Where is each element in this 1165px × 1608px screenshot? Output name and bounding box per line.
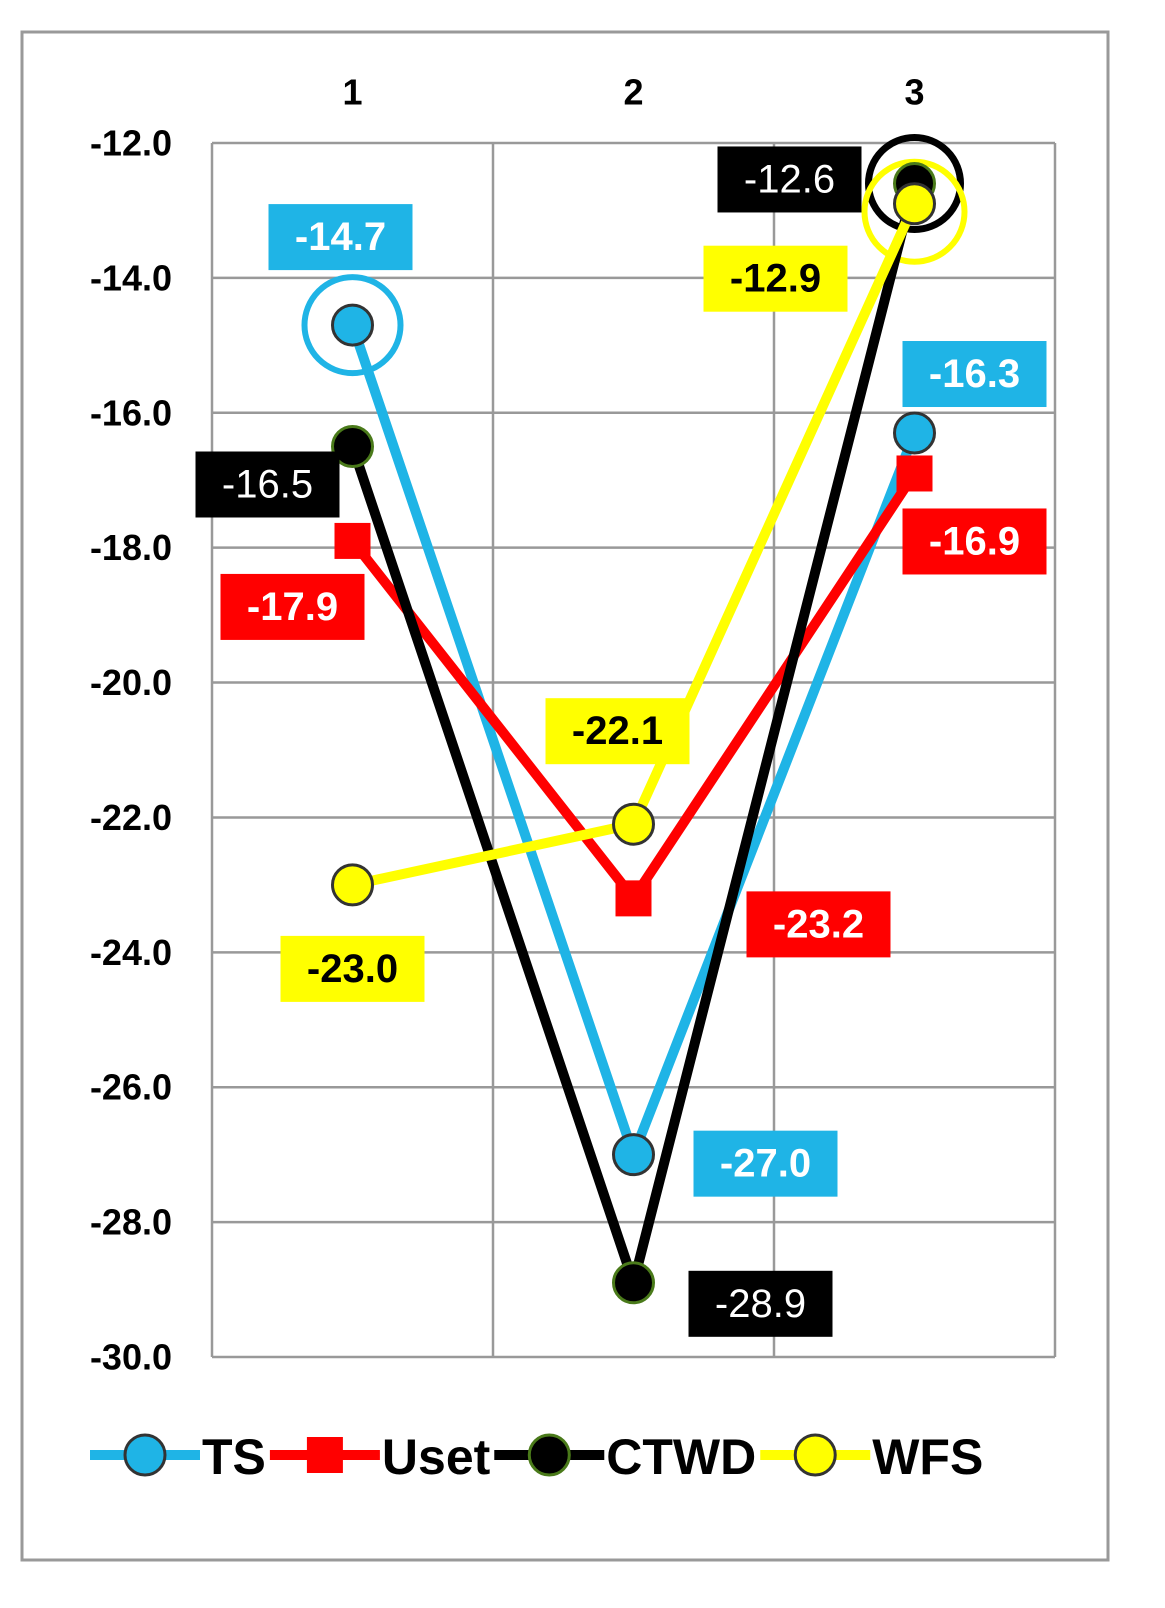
data-label: -27.0	[720, 1142, 811, 1186]
marker	[793, 1433, 837, 1477]
data-label: -16.5	[222, 463, 313, 507]
y-tick-label: -18.0	[90, 527, 172, 568]
data-label: -22.1	[572, 709, 663, 753]
data-label: -16.3	[929, 352, 1020, 396]
data-label-box	[220, 573, 365, 640]
data-label-box	[746, 891, 891, 958]
data-label: -14.7	[295, 215, 386, 259]
y-tick-label: -28.0	[90, 1202, 172, 1243]
chart-border	[20, 30, 1110, 1562]
y-tick-label: -22.0	[90, 797, 172, 838]
data-label: -28.9	[715, 1282, 806, 1326]
marker	[331, 863, 374, 907]
data-label-box	[902, 508, 1047, 575]
y-tick-label: -24.0	[90, 932, 172, 973]
marker	[331, 303, 374, 347]
data-label: -23.2	[773, 902, 864, 946]
y-tick-label: -14.0	[90, 257, 172, 298]
marker	[334, 522, 371, 559]
marker	[615, 880, 652, 917]
data-label-box	[195, 451, 340, 518]
legend-label: WFS	[872, 1429, 983, 1485]
marker	[893, 411, 936, 455]
legend-label: Uset	[382, 1429, 491, 1485]
data-label: -12.6	[744, 157, 835, 201]
marker	[527, 1433, 571, 1477]
data-label-box	[688, 1270, 833, 1337]
marker	[893, 182, 936, 226]
marker	[896, 455, 933, 492]
data-label-box	[703, 245, 848, 312]
data-label-box	[717, 146, 862, 213]
data-label: -16.9	[929, 519, 1020, 563]
highlight-ring	[865, 133, 964, 233]
highlight-ring	[301, 274, 404, 377]
marker	[612, 1261, 655, 1305]
marker	[612, 1133, 655, 1177]
x-tick-label: 3	[904, 72, 924, 113]
data-label-box	[545, 698, 690, 765]
data-label-box	[693, 1130, 838, 1197]
marker	[612, 802, 655, 846]
legend-label: CTWD	[606, 1429, 756, 1485]
data-label-box	[902, 341, 1047, 408]
marker	[306, 1437, 343, 1473]
y-tick-label: -26.0	[90, 1067, 172, 1108]
y-tick-label: -16.0	[90, 392, 172, 433]
marker	[331, 425, 374, 468]
data-label: -23.0	[307, 947, 398, 991]
data-label: -17.9	[247, 585, 338, 629]
data-label-box	[280, 935, 425, 1002]
x-tick-label: 1	[342, 72, 362, 113]
y-tick-label: -30.0	[90, 1337, 172, 1378]
marker	[123, 1433, 167, 1477]
highlight-ring	[861, 158, 968, 265]
legend-label: TS	[202, 1429, 266, 1485]
y-tick-label: -12.0	[90, 123, 172, 164]
data-label: -12.9	[730, 257, 821, 301]
y-tick-label: -20.0	[90, 662, 172, 703]
x-tick-label: 2	[623, 72, 643, 113]
data-label-box	[268, 204, 413, 271]
